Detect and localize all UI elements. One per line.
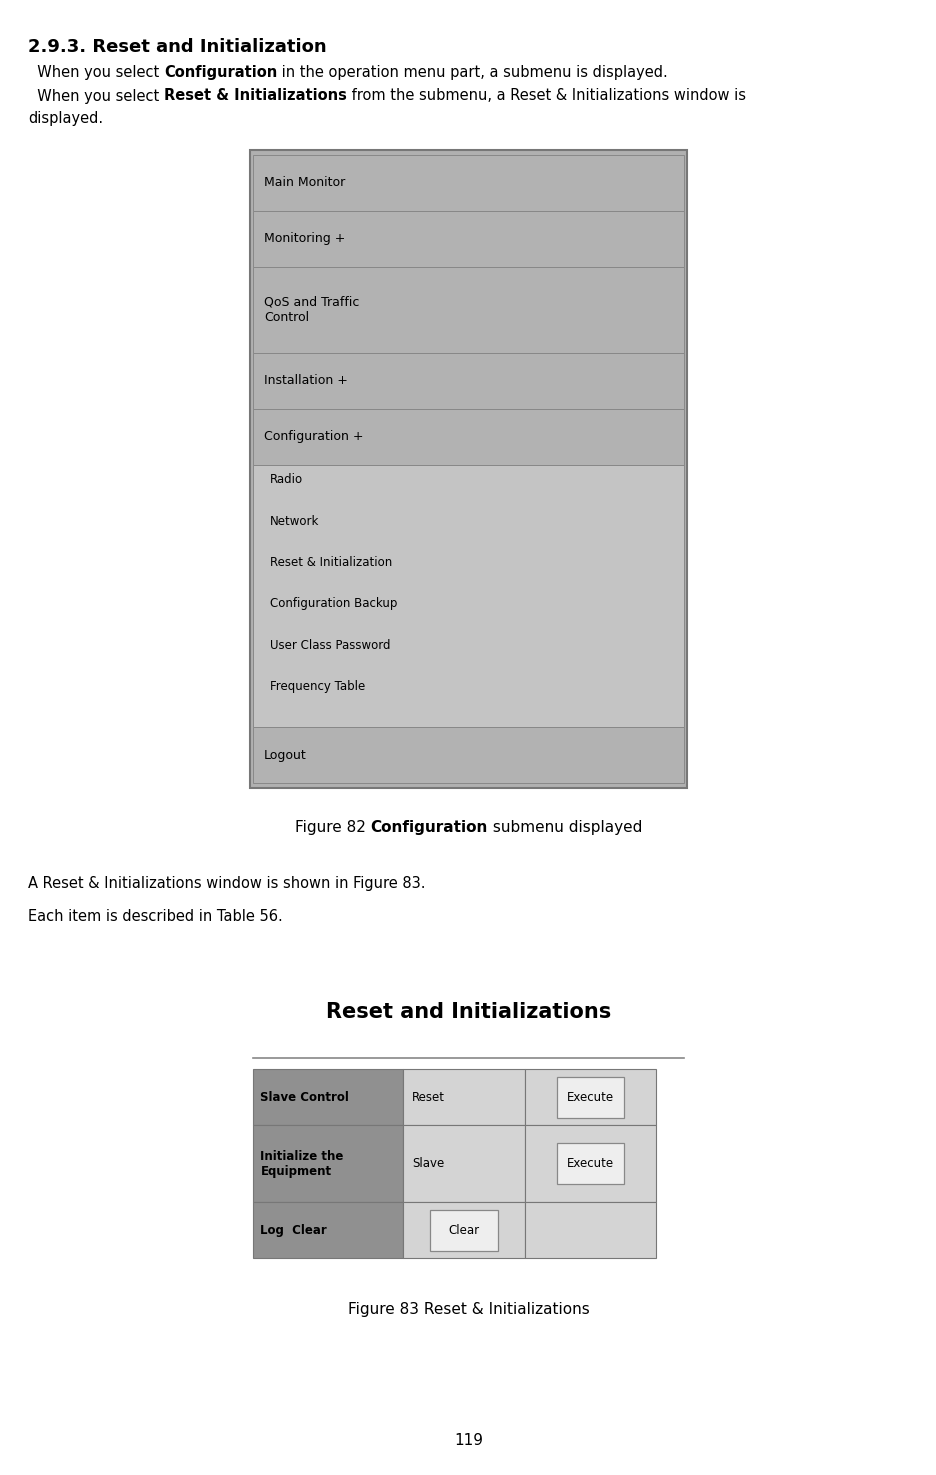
Text: Reset: Reset xyxy=(412,1092,445,1103)
Bar xyxy=(253,1125,402,1202)
Bar xyxy=(250,150,686,788)
Text: Reset & Initializations: Reset & Initializations xyxy=(164,88,346,103)
Text: from the submenu, a Reset & Initializations window is: from the submenu, a Reset & Initializati… xyxy=(346,88,745,103)
Bar xyxy=(556,1077,623,1118)
Text: QoS and Traffic
Control: QoS and Traffic Control xyxy=(264,296,359,323)
Text: Clear: Clear xyxy=(447,1224,479,1236)
Text: Logout: Logout xyxy=(264,749,307,761)
Text: Configuration +: Configuration + xyxy=(264,431,363,442)
Bar xyxy=(253,1202,402,1258)
Text: Execute: Execute xyxy=(566,1158,613,1170)
Text: Configuration: Configuration xyxy=(370,820,488,835)
Bar xyxy=(556,1143,623,1184)
Text: Frequency Table: Frequency Table xyxy=(270,680,365,693)
Text: submenu displayed: submenu displayed xyxy=(488,820,641,835)
Text: A Reset & Initializations window is shown in Figure 83.: A Reset & Initializations window is show… xyxy=(28,876,425,891)
Text: Execute: Execute xyxy=(566,1092,613,1103)
Text: Network: Network xyxy=(270,515,319,528)
Text: When you select: When you select xyxy=(28,88,164,103)
Bar xyxy=(253,353,683,409)
Bar xyxy=(253,211,683,267)
Text: in the operation menu part, a submenu is displayed.: in the operation menu part, a submenu is… xyxy=(277,65,667,80)
Text: Initialize the
Equipment: Initialize the Equipment xyxy=(260,1150,344,1177)
Bar xyxy=(402,1125,524,1202)
Text: Reset and Initializations: Reset and Initializations xyxy=(326,1002,610,1022)
Text: User Class Password: User Class Password xyxy=(270,639,390,652)
Text: displayed.: displayed. xyxy=(28,111,103,125)
Text: 119: 119 xyxy=(454,1434,482,1448)
Text: Slave Control: Slave Control xyxy=(260,1092,349,1103)
Text: Main Monitor: Main Monitor xyxy=(264,177,345,189)
Text: Configuration: Configuration xyxy=(164,65,277,80)
Text: Radio: Radio xyxy=(270,473,302,487)
Text: Each item is described in Table 56.: Each item is described in Table 56. xyxy=(28,909,283,923)
Bar xyxy=(253,409,683,465)
Bar xyxy=(253,465,683,727)
Bar xyxy=(253,155,683,211)
Text: Slave: Slave xyxy=(412,1158,444,1170)
Bar xyxy=(430,1210,497,1251)
Bar xyxy=(402,1069,524,1125)
Bar xyxy=(253,727,683,783)
Text: Figure 83 Reset & Initializations: Figure 83 Reset & Initializations xyxy=(347,1302,589,1317)
Bar xyxy=(253,1069,402,1125)
Text: Configuration Backup: Configuration Backup xyxy=(270,597,397,611)
Text: 2.9.3. Reset and Initialization: 2.9.3. Reset and Initialization xyxy=(28,38,327,56)
Text: Installation +: Installation + xyxy=(264,375,348,386)
Bar xyxy=(524,1069,655,1125)
Text: When you select: When you select xyxy=(28,65,164,80)
Bar xyxy=(524,1125,655,1202)
Bar xyxy=(253,267,683,353)
Bar xyxy=(524,1202,655,1258)
Text: Monitoring +: Monitoring + xyxy=(264,233,345,245)
Text: Reset & Initialization: Reset & Initialization xyxy=(270,556,391,569)
Bar xyxy=(402,1202,524,1258)
Text: Log  Clear: Log Clear xyxy=(260,1224,327,1236)
Text: Figure 82: Figure 82 xyxy=(295,820,370,835)
